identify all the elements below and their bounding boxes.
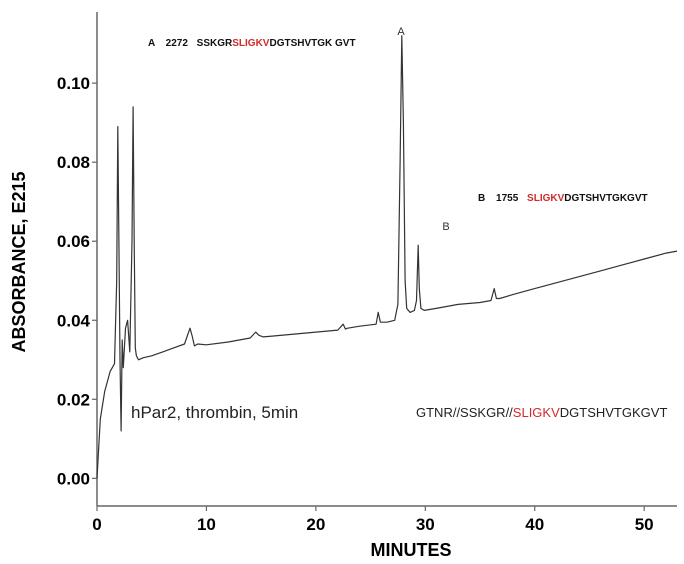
y-axis-title: ABSORBANCE, E215	[9, 171, 29, 352]
annotation-b-letter: B	[478, 193, 485, 204]
peak-b-label: B	[442, 221, 449, 233]
annotation-a-seq-after: DGTSHVTGK GVT	[269, 38, 355, 49]
x-tick-label: 20	[306, 515, 325, 534]
full-seq-highlight: SLIGKV	[513, 405, 560, 420]
y-tick-label: 0.00	[57, 469, 90, 488]
sample-label: hPar2, thrombin, 5min	[131, 403, 298, 422]
full-seq-before: GTNR//SSKGR//	[416, 405, 513, 420]
x-axis-title: MINUTES	[371, 540, 452, 560]
full-sequence: GTNR//SSKGR//SLIGKVDGTSHVTGKGVT	[416, 405, 667, 420]
x-tick-label: 40	[525, 515, 544, 534]
annotation-b-number: 1755	[496, 193, 519, 204]
x-tick-label: 0	[92, 515, 101, 534]
full-seq-after: DGTSHVTGKGVT	[560, 405, 668, 420]
annotation-a-seq-highlight: SLIGKV	[232, 38, 270, 49]
annotation-a-seq-before: SSKGR	[197, 38, 233, 49]
annotation-a-letter: A	[148, 38, 155, 49]
axis-ticks	[92, 82, 645, 511]
annotation-b-seq-after: DGTSHVTGKGVT	[564, 193, 647, 204]
annotation-a: A 2272 SSKGRSLIGKVDGTSHVTGK GVT	[148, 38, 356, 49]
y-tick-label: 0.06	[57, 232, 90, 251]
tick-labels: 0 10 20 30 40 50 0.00 0.02 0.04 0.06 0.08 0.10	[57, 74, 654, 534]
annotation-a-number: 2272	[166, 38, 189, 49]
x-tick-label: 10	[197, 515, 216, 534]
x-tick-label: 30	[416, 515, 435, 534]
peak-a-label: A	[397, 26, 405, 38]
x-tick-label: 50	[635, 515, 654, 534]
y-tick-label: 0.04	[57, 311, 91, 330]
y-tick-label: 0.08	[57, 153, 90, 172]
annotation-b-seq-highlight: SLIGKV	[527, 193, 565, 204]
absorbance-trace	[96, 35, 678, 479]
annotation-b: B 1755 SLIGKVDGTSHVTGKGVT	[478, 193, 648, 204]
y-tick-label: 0.02	[57, 390, 90, 409]
y-tick-label: 0.10	[57, 74, 90, 93]
